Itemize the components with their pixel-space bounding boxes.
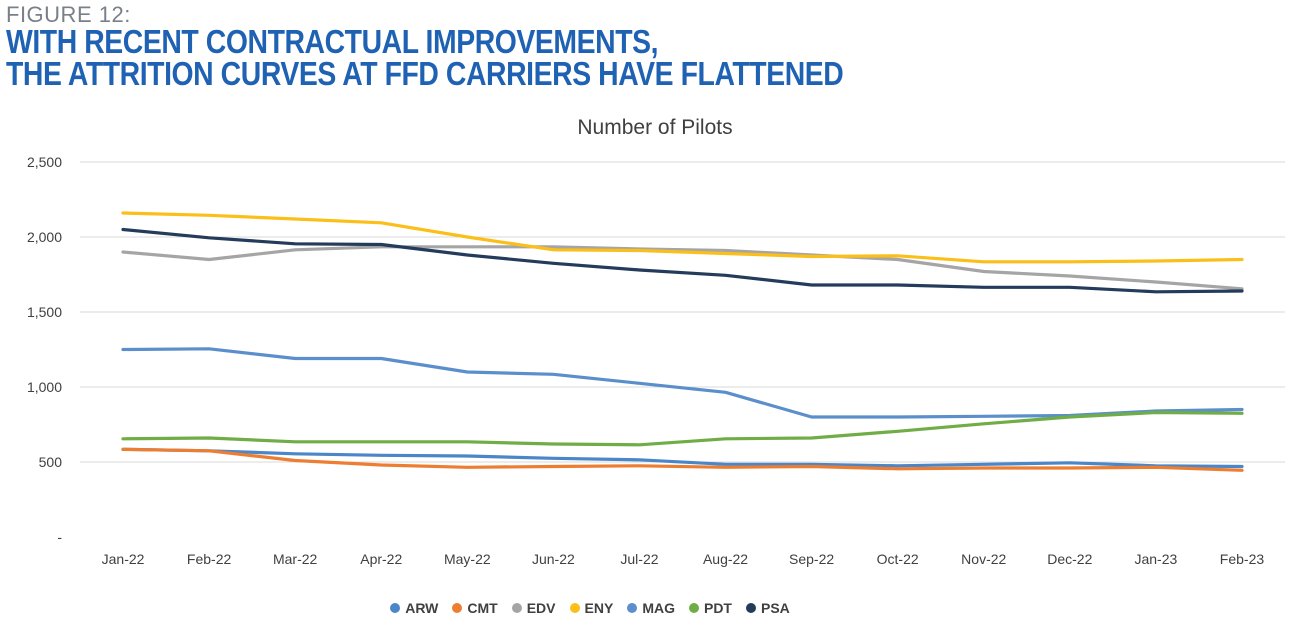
- headline: WITH RECENT CONTRACTUAL IMPROVEMENTS, TH…: [6, 23, 844, 92]
- gridlines: [80, 161, 1285, 463]
- legend-marker: [511, 603, 522, 613]
- x-tick-label: Jan-23: [1134, 551, 1177, 567]
- legend-marker: [390, 603, 401, 613]
- y-tick-label: 2,000: [27, 229, 62, 245]
- x-tick-label: Jul-22: [620, 551, 658, 567]
- x-tick-label: Jan-22: [102, 551, 145, 567]
- legend-label: ARW: [405, 600, 439, 616]
- x-tick-label: Oct-22: [877, 551, 919, 567]
- legend-item-psa: PSA: [745, 600, 790, 616]
- legend-marker: [627, 603, 638, 613]
- y-tick-label: 1,000: [27, 379, 62, 395]
- series-line-pdt: [121, 410, 1244, 447]
- headline-line-1: WITH RECENT CONTRACTUAL IMPROVEMENTS,: [6, 23, 659, 60]
- legend-item-arw: ARW: [390, 600, 438, 616]
- x-tick-label: Nov-22: [961, 551, 1006, 567]
- series-line-arw: [121, 447, 1244, 469]
- series-line-eny: [121, 211, 1244, 264]
- x-axis: Jan-22 Feb-22 Mar-22 Apr-22 May-22 Jun-22 Jul-…: [102, 551, 1265, 567]
- figure-label: FIGURE 12:: [6, 2, 131, 27]
- x-tick-label: Dec-22: [1047, 551, 1092, 567]
- legend-item-mag: MAG: [627, 600, 675, 616]
- legend-item-edv: EDV: [511, 600, 556, 616]
- legend-marker: [745, 603, 756, 613]
- series-group: [121, 211, 1244, 472]
- x-tick-label: Apr-22: [360, 551, 402, 567]
- legend-marker: [452, 603, 463, 613]
- legend-label: MAG: [642, 600, 675, 616]
- y-axis: - 500 1,000 1,500 2,000 2,500: [27, 154, 62, 545]
- x-tick-label: Mar-22: [273, 551, 318, 567]
- x-tick-label: Sep-22: [789, 551, 834, 567]
- x-tick-label: Jun-22: [532, 551, 575, 567]
- legend-label: PDT: [703, 600, 732, 616]
- x-tick-label: Aug-22: [703, 551, 748, 567]
- y-tick-label: -: [57, 529, 62, 545]
- y-tick-label: 1,500: [27, 304, 62, 320]
- legend-marker: [688, 603, 699, 613]
- legend-label: ENY: [584, 600, 614, 616]
- series-line-cmt: [121, 447, 1244, 472]
- x-tick-label: May-22: [444, 551, 491, 567]
- legend-label: PSA: [760, 600, 790, 616]
- legend-item-eny: ENY: [569, 600, 614, 616]
- headline-line-2: THE ATTRITION CURVES AT FFD CARRIERS HAV…: [6, 55, 844, 92]
- x-tick-label: Feb-23: [1220, 551, 1265, 567]
- legend-marker: [569, 603, 580, 613]
- legend-label: EDV: [526, 600, 556, 616]
- y-tick-label: 500: [39, 454, 63, 470]
- series-line-psa: [121, 227, 1244, 294]
- x-tick-label: Feb-22: [187, 551, 232, 567]
- legend-label: CMT: [467, 600, 498, 616]
- legend-item-cmt: CMT: [452, 600, 498, 616]
- chart-title: Number of Pilots: [577, 116, 732, 139]
- y-tick-label: 2,500: [27, 154, 62, 170]
- legend-item-pdt: PDT: [688, 600, 732, 616]
- legend: ARW CMT EDV ENY MAG PDT PSA: [0, 600, 1180, 616]
- series-line-edv: [121, 245, 1244, 291]
- series-line-mag: [121, 347, 1244, 419]
